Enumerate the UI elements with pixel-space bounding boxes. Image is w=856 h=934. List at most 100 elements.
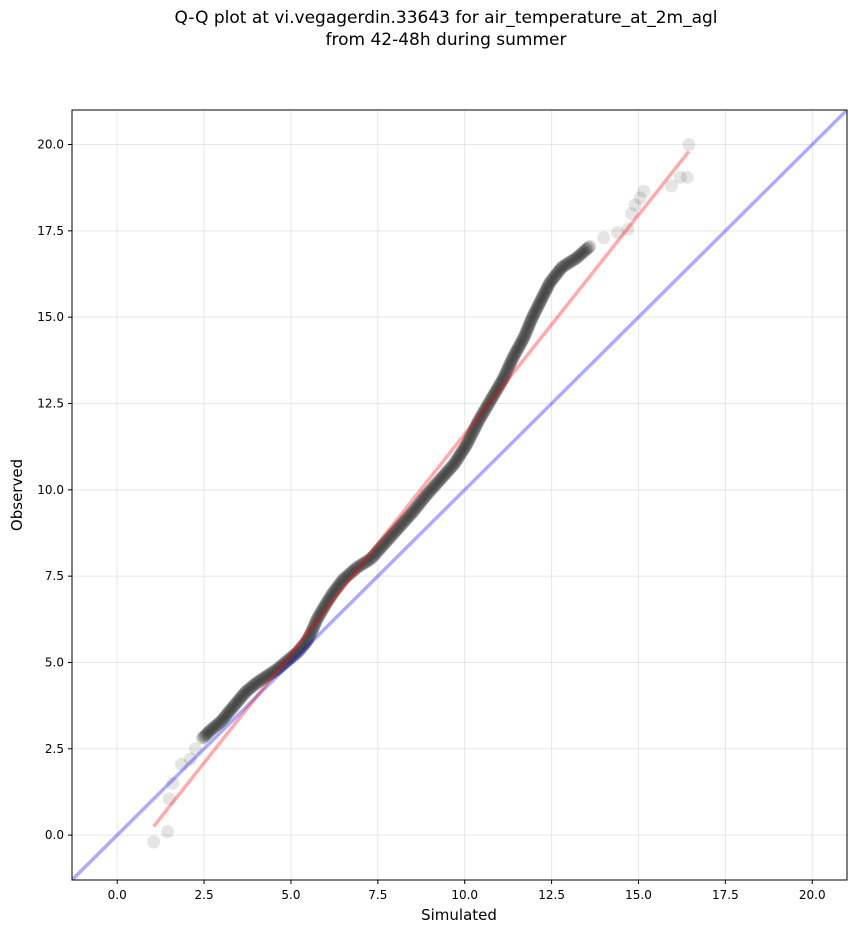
- data-point: [374, 541, 388, 555]
- data-point: [490, 382, 504, 396]
- data-point: [444, 460, 458, 474]
- data-point: [388, 525, 402, 539]
- data-point: [248, 677, 262, 691]
- data-point: [372, 543, 386, 557]
- data-point: [369, 547, 383, 561]
- data-point: [276, 657, 290, 671]
- data-point: [572, 249, 586, 263]
- data-point: [240, 684, 254, 698]
- data-point: [399, 512, 413, 526]
- data-point: [433, 472, 447, 486]
- data-point: [385, 529, 399, 543]
- data-point: [274, 659, 288, 673]
- data-layer: [72, 110, 847, 880]
- data-point: [551, 265, 565, 279]
- x-tick-label: 5.0: [281, 888, 300, 902]
- data-point: [515, 335, 529, 349]
- data-point: [306, 621, 320, 635]
- data-point: [447, 458, 461, 472]
- data-point: [468, 420, 482, 434]
- data-point: [298, 636, 312, 650]
- data-point: [547, 270, 561, 284]
- data-point: [212, 716, 226, 730]
- data-point: [455, 445, 469, 459]
- data-point: [312, 608, 326, 622]
- data-point: [326, 586, 340, 600]
- data-point: [299, 636, 313, 650]
- data-point: [537, 287, 551, 301]
- data-point: [542, 278, 556, 292]
- data-point: [477, 405, 491, 419]
- data-point: [318, 599, 332, 613]
- data-point: [476, 406, 490, 420]
- data-point: [575, 246, 589, 260]
- data-point: [407, 503, 421, 517]
- data-point: [552, 264, 566, 278]
- data-point: [521, 320, 535, 334]
- data-point: [338, 571, 352, 585]
- data-point: [551, 266, 565, 280]
- data-point: [349, 561, 363, 575]
- data-point: [319, 597, 333, 611]
- data-point: [557, 259, 571, 273]
- data-point: [251, 675, 265, 689]
- data-point: [572, 248, 586, 262]
- data-point: [249, 676, 263, 690]
- data-point: [533, 296, 547, 310]
- data-point: [352, 559, 366, 573]
- data-point: [465, 426, 479, 440]
- y-tick-label: 17.5: [37, 224, 64, 238]
- data-point: [540, 282, 554, 296]
- data-point: [633, 191, 647, 205]
- data-point: [347, 563, 361, 577]
- data-point: [517, 331, 531, 345]
- data-point: [494, 376, 508, 390]
- data-point: [474, 410, 488, 424]
- data-point: [417, 491, 431, 505]
- data-point: [231, 694, 245, 708]
- data-point: [483, 395, 497, 409]
- data-point: [429, 478, 443, 492]
- data-point: [428, 479, 442, 493]
- data-point: [418, 490, 432, 504]
- data-point: [502, 358, 516, 372]
- data-point: [161, 825, 175, 839]
- data-point: [247, 678, 261, 692]
- data-point: [311, 611, 325, 625]
- data-point: [344, 566, 358, 580]
- data-point: [289, 647, 303, 661]
- data-point: [581, 241, 595, 255]
- data-point: [440, 465, 454, 479]
- data-point: [488, 385, 502, 399]
- data-point: [498, 367, 512, 381]
- data-point: [567, 253, 581, 267]
- data-point: [364, 552, 378, 566]
- data-point: [378, 536, 392, 550]
- data-point: [406, 504, 420, 518]
- data-point: [335, 574, 349, 588]
- data-point: [423, 485, 437, 499]
- data-point: [465, 427, 479, 441]
- data-point: [365, 551, 379, 565]
- x-axis-ticks: 0.0 2.5 5.0 7.5 10.0 12.5 15.0 17.5 20.0: [108, 880, 826, 902]
- data-point: [414, 495, 428, 509]
- data-point: [541, 280, 555, 294]
- data-point: [313, 606, 327, 620]
- data-point: [449, 454, 463, 468]
- data-point: [498, 368, 512, 382]
- data-point: [280, 654, 294, 668]
- data-point: [477, 404, 491, 418]
- data-point: [343, 567, 357, 581]
- data-point: [241, 683, 255, 697]
- data-point: [578, 243, 592, 257]
- data-point: [459, 438, 473, 452]
- data-point: [265, 666, 279, 680]
- data-point: [461, 436, 475, 450]
- y-tick-label: 15.0: [37, 310, 64, 324]
- data-point: [419, 488, 433, 502]
- data-point: [333, 577, 347, 591]
- data-point: [206, 721, 220, 735]
- data-point: [531, 300, 545, 314]
- data-point: [245, 680, 259, 694]
- data-point: [471, 415, 485, 429]
